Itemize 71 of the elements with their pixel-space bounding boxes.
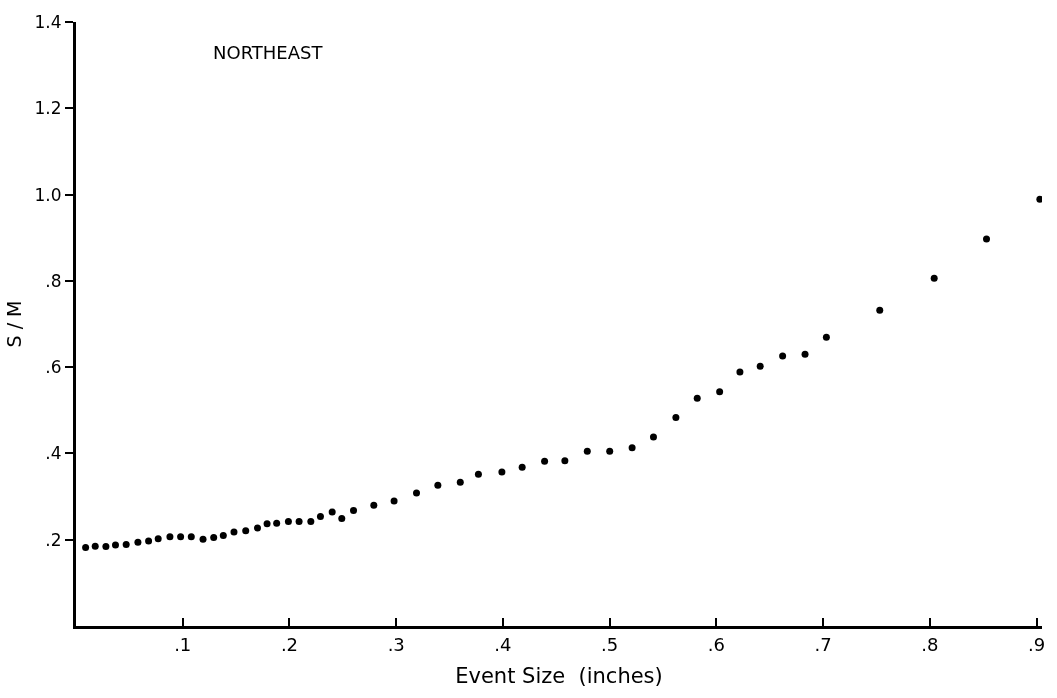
point xyxy=(716,388,724,396)
point xyxy=(316,512,324,520)
text: NORTHEAST xyxy=(213,42,324,63)
point xyxy=(219,531,227,539)
point xyxy=(456,478,464,486)
point xyxy=(628,444,636,452)
point xyxy=(134,538,142,546)
point xyxy=(328,508,336,516)
y-tick-label: 1.2 xyxy=(34,98,62,119)
point xyxy=(736,368,744,376)
x-tick-label: .4 xyxy=(494,633,512,655)
x-tick-label: .1 xyxy=(174,633,192,655)
point xyxy=(122,540,130,548)
point xyxy=(876,306,884,314)
point xyxy=(756,362,764,370)
point xyxy=(822,333,830,341)
point xyxy=(606,447,614,455)
x-tick-label: .8 xyxy=(921,633,939,655)
point xyxy=(284,518,292,526)
point xyxy=(672,414,680,422)
point xyxy=(649,433,657,441)
point xyxy=(273,519,281,527)
point xyxy=(187,533,195,541)
point xyxy=(541,457,549,465)
point xyxy=(102,543,110,551)
point xyxy=(253,524,261,532)
point xyxy=(199,535,207,543)
point xyxy=(338,515,346,523)
y-tick-label: 1.4 xyxy=(34,11,62,32)
point xyxy=(561,457,569,465)
point xyxy=(177,533,185,541)
y-axis-title: S / M xyxy=(3,300,26,348)
y-tick-label: .8 xyxy=(45,270,62,291)
point xyxy=(779,352,787,360)
x-tick-label: .9 xyxy=(1028,633,1046,655)
point xyxy=(210,534,218,542)
point xyxy=(370,501,378,509)
point xyxy=(434,481,442,489)
point xyxy=(801,350,809,358)
point xyxy=(693,394,701,402)
x-tick-label: .5 xyxy=(601,633,619,655)
point xyxy=(230,528,238,536)
point xyxy=(498,468,506,476)
y-tick-label: 1.0 xyxy=(34,184,62,205)
point xyxy=(474,470,482,478)
point xyxy=(1036,195,1042,203)
point xyxy=(307,518,315,526)
point xyxy=(263,520,271,528)
x-tick-label: .3 xyxy=(387,633,405,655)
point xyxy=(295,518,303,526)
point xyxy=(583,447,591,455)
point xyxy=(413,489,420,497)
y-tick-label: .2 xyxy=(45,529,62,550)
x-tick-label: .7 xyxy=(814,633,832,655)
point xyxy=(930,274,938,282)
y-tick-label: .6 xyxy=(45,357,62,378)
point xyxy=(390,497,398,505)
point xyxy=(82,543,90,551)
point xyxy=(154,535,162,543)
point xyxy=(145,537,153,545)
x-tick-label: .2 xyxy=(280,633,299,655)
point xyxy=(242,527,250,535)
x-axis-title: Event Size (inches) xyxy=(455,663,663,688)
y-tick-label: .4 xyxy=(45,443,62,464)
point xyxy=(518,463,526,471)
point xyxy=(166,533,174,541)
point xyxy=(350,506,358,514)
point xyxy=(111,541,119,549)
point xyxy=(91,542,99,550)
point xyxy=(983,235,990,243)
x-tick-label: .6 xyxy=(707,633,726,655)
